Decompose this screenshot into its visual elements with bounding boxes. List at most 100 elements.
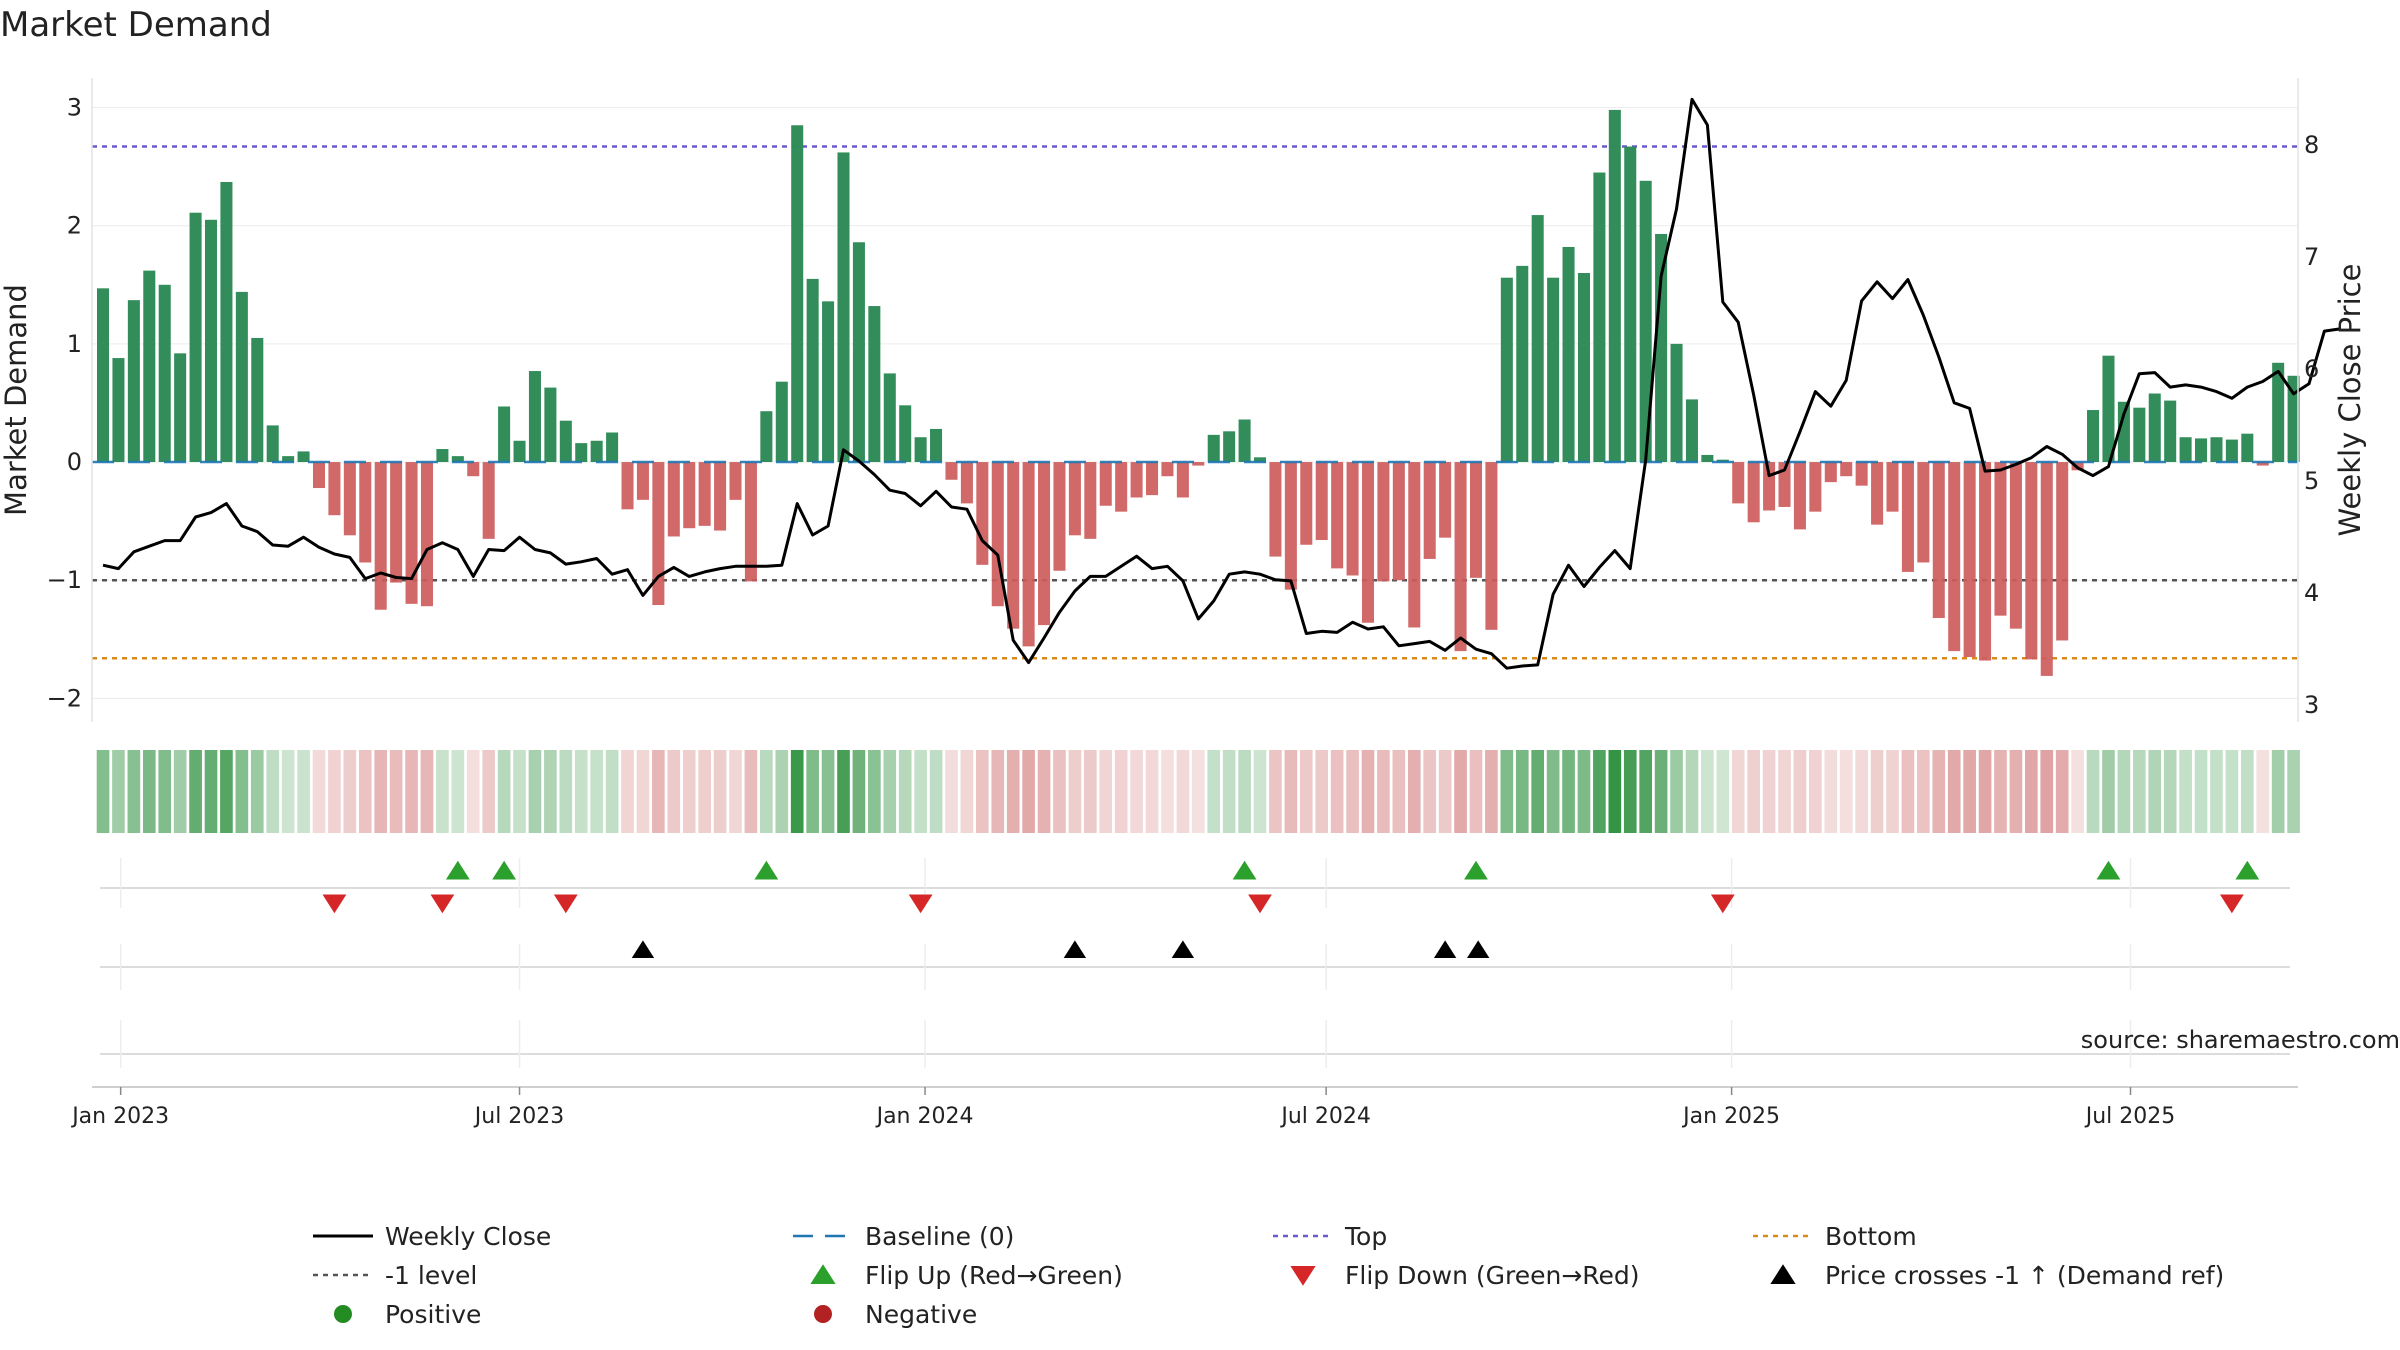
heat-strip-cell bbox=[945, 750, 958, 833]
demand-bar bbox=[760, 411, 773, 463]
heat-strip-cell bbox=[1191, 750, 1205, 833]
demand-bar bbox=[1701, 454, 1714, 463]
demand-bar bbox=[714, 462, 727, 531]
demand-bar bbox=[482, 462, 495, 539]
heat-strip-cell bbox=[2102, 750, 2115, 833]
heat-strip-cell bbox=[2071, 750, 2084, 833]
demand-bar bbox=[1207, 434, 1220, 463]
demand-bar bbox=[1793, 462, 1806, 530]
heat-strip-cell bbox=[2009, 750, 2023, 833]
demand-bar bbox=[2164, 400, 2177, 463]
demand-bar bbox=[1392, 462, 1405, 581]
demand-bar bbox=[390, 462, 403, 583]
demand-bar bbox=[1439, 462, 1452, 538]
heat-strip-cell bbox=[1994, 750, 2007, 833]
heat-strip-cell bbox=[1839, 750, 1853, 833]
flip-up-marker bbox=[754, 860, 779, 880]
demand-bar bbox=[1423, 462, 1436, 559]
demand-bar bbox=[1516, 265, 1529, 463]
demand-bar bbox=[652, 462, 665, 606]
demand-bar bbox=[451, 456, 464, 463]
x-tick-label: Jul 2025 bbox=[2084, 1104, 2176, 1129]
heat-strip-cell bbox=[1701, 750, 1714, 833]
demand-bar bbox=[467, 462, 480, 477]
demand-bar bbox=[1084, 462, 1097, 539]
reference-lines bbox=[92, 145, 2298, 660]
price-cross-marker bbox=[631, 940, 655, 958]
source-annotation: source: sharemaestro.com bbox=[2081, 1026, 2400, 1054]
heat-strip-cell bbox=[667, 750, 681, 833]
heat-strip-cell bbox=[389, 750, 403, 833]
demand-bar bbox=[960, 462, 973, 504]
legend-swatch-flip-down bbox=[1290, 1266, 1316, 1286]
flip-up-marker bbox=[1464, 860, 1488, 880]
demand-bar bbox=[1871, 462, 1884, 525]
heat-strip-cell bbox=[605, 750, 619, 833]
demand-bar bbox=[1994, 462, 2007, 616]
heat-strip-cell bbox=[2086, 750, 2100, 833]
demand-bar bbox=[1732, 462, 1745, 504]
demand-bar bbox=[1361, 462, 1375, 623]
heat-strip-cell bbox=[1870, 750, 1884, 833]
legend-swatch-flip-up bbox=[810, 1264, 836, 1284]
heat-strip-cell bbox=[497, 750, 511, 833]
heat-strip-cell bbox=[1222, 750, 1236, 833]
demand-bar bbox=[2133, 407, 2146, 463]
demand-bar bbox=[945, 462, 958, 480]
heat-strip-cell bbox=[1917, 750, 1930, 833]
flip-down-marker bbox=[1710, 894, 1735, 914]
heat-strip-cell bbox=[960, 750, 974, 833]
legend-label: Flip Up (Red→Green) bbox=[865, 1261, 1123, 1290]
heat-strip-cell bbox=[914, 750, 927, 833]
demand-bar bbox=[1053, 462, 1066, 571]
heat-strip-cell bbox=[1176, 750, 1190, 833]
heat-strip-cell bbox=[821, 750, 835, 833]
heat-strip-cell bbox=[1515, 750, 1529, 833]
demand-bar bbox=[297, 451, 310, 463]
demand-bar bbox=[2102, 355, 2115, 463]
heat-strip-cell bbox=[1299, 750, 1313, 833]
demand-bar bbox=[1855, 462, 1868, 486]
demand-bar bbox=[1454, 462, 1467, 652]
chart-title: Market Demand bbox=[0, 5, 272, 45]
demand-bar bbox=[2117, 401, 2130, 463]
demand-bar bbox=[1840, 462, 1853, 477]
legend-label: Baseline (0) bbox=[865, 1222, 1014, 1251]
heat-strip-cell bbox=[266, 750, 280, 833]
demand-bar bbox=[636, 462, 649, 500]
heat-strip-cell bbox=[1392, 750, 1406, 833]
demand-bar bbox=[1253, 457, 1267, 463]
heat-strip-cell bbox=[2179, 750, 2192, 833]
x-tick-label: Jan 2023 bbox=[70, 1104, 169, 1129]
demand-bar bbox=[1038, 462, 1051, 626]
demand-bar bbox=[1577, 272, 1590, 463]
y-right-axis-label: Weekly Close Price bbox=[2333, 264, 2367, 537]
demand-bar bbox=[1747, 462, 1760, 523]
y-axis-label: Market Demand bbox=[0, 284, 33, 516]
heat-strip-cell bbox=[204, 750, 218, 833]
heat-strip-cell bbox=[358, 750, 372, 833]
demand-bar bbox=[1886, 462, 1899, 512]
heat-strip-cell bbox=[590, 750, 603, 833]
heat-strip-cell bbox=[1500, 750, 1514, 833]
heat-strip-cell bbox=[2148, 750, 2162, 833]
flip-up-marker bbox=[445, 860, 470, 880]
demand-bar bbox=[806, 278, 819, 463]
demand-bar bbox=[1485, 462, 1498, 630]
y-tick-label: 0 bbox=[67, 448, 82, 476]
heat-strip-cell bbox=[837, 750, 850, 833]
heat-strip-cell bbox=[1269, 750, 1282, 833]
close-line-group bbox=[102, 97, 2341, 670]
heat-strip-cell bbox=[1145, 750, 1159, 833]
heat-strip-cell bbox=[1099, 750, 1113, 833]
demand-bar bbox=[1130, 462, 1143, 498]
heat-strip-cell bbox=[929, 750, 943, 833]
demand-bar bbox=[2040, 462, 2053, 676]
heat-strip-cell bbox=[328, 750, 341, 833]
demand-heat-strip bbox=[96, 750, 2300, 833]
heat-strip-cell bbox=[405, 750, 418, 833]
demand-bar bbox=[220, 181, 233, 463]
y-tick-label: −2 bbox=[47, 684, 82, 712]
weekly-close-line bbox=[102, 97, 2341, 670]
heat-strip-cell bbox=[1608, 750, 1622, 833]
